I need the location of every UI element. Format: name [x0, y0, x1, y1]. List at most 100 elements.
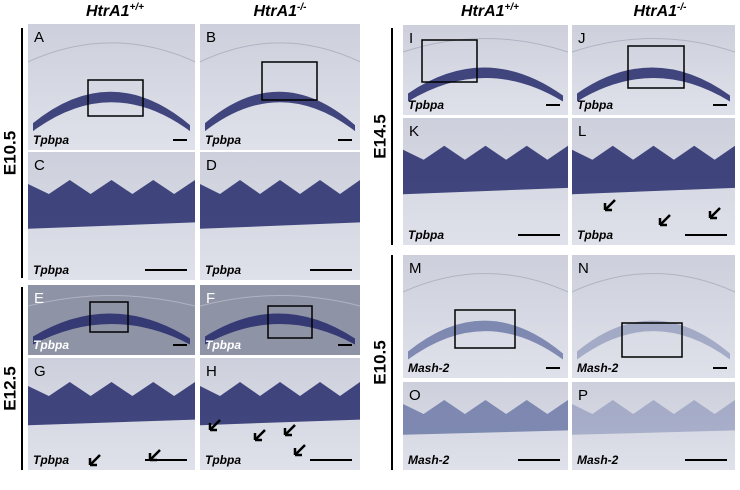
stain-label: Tpbpa [205, 338, 241, 352]
panel-letter: K [409, 123, 419, 140]
tissue-edge [199, 295, 361, 307]
stain-label: Tpbpa [33, 133, 69, 147]
panel: I Tpbpa [402, 25, 569, 115]
panel-image [572, 382, 735, 470]
arrow [208, 419, 221, 432]
stain-label: Tpbpa [33, 338, 69, 352]
inset-box [627, 45, 685, 89]
inset-box [89, 301, 129, 333]
column-header: HtrA1-/- [253, 2, 307, 20]
panel-letter: G [34, 363, 46, 380]
stain-label: Tpbpa [205, 133, 241, 147]
panel-letter: C [34, 157, 45, 174]
panel-letter: I [409, 30, 413, 47]
stained-band [577, 320, 730, 360]
panel-letter: H [206, 363, 217, 380]
panel: E Tpbpa [27, 285, 196, 355]
genotype: -/- [297, 2, 307, 13]
stain-label: Tpbpa [33, 453, 69, 467]
panel-letter: D [206, 157, 217, 174]
tissue-edge [571, 272, 736, 293]
stain-label: Mash-2 [577, 361, 619, 375]
stained-band [33, 91, 190, 132]
inset-box [87, 79, 144, 117]
tissue-edge [27, 295, 196, 307]
panel: B Tpbpa [199, 24, 361, 150]
tissue-edge [27, 42, 196, 63]
tissue-edge [402, 272, 569, 293]
panel: D Tpbpa [200, 152, 360, 280]
row-label: E12.5 [0, 366, 19, 410]
panel-image [28, 24, 195, 150]
stain-label: Tpbpa [577, 98, 613, 112]
panel-letter: M [409, 260, 422, 277]
column-header: HtrA1-/- [633, 2, 687, 20]
genotype: +/+ [505, 2, 520, 13]
panel: F Tpbpa [199, 285, 361, 355]
panel: C Tpbpa [28, 152, 195, 280]
inset-box [454, 309, 516, 349]
stain-label: Mash-2 [408, 361, 450, 375]
stain-label: Tpbpa [577, 228, 613, 242]
stained-band [408, 67, 563, 102]
row-label: E10.5 [0, 131, 19, 175]
panel: O Mash-2 [403, 382, 568, 470]
panel: L Tpbpa [572, 118, 735, 245]
stained-band [408, 320, 563, 360]
row-label: E14.5 [370, 114, 389, 158]
stained-band [572, 145, 735, 195]
gene-name: HtrA1 [253, 3, 297, 20]
panel: M Mash-2 [402, 255, 569, 378]
column-header: HtrA1+/+ [461, 2, 519, 20]
panel-letter: N [578, 260, 589, 277]
tissue-edge [199, 42, 361, 63]
arrow [708, 207, 721, 220]
stained-band [33, 313, 190, 345]
stain-label: Tpbpa [408, 228, 444, 242]
column-header: HtrA1+/+ [86, 2, 144, 20]
stained-band [572, 400, 735, 435]
panel-letter: F [206, 290, 215, 307]
arrow [603, 199, 616, 212]
panel-letter: J [578, 30, 586, 47]
stained-band [205, 91, 355, 132]
panel: A Tpbpa [27, 24, 196, 150]
gene-name: HtrA1 [86, 3, 130, 20]
arrow [253, 429, 266, 442]
gene-name: HtrA1 [633, 3, 677, 20]
stained-band [28, 382, 195, 426]
stained-band [577, 67, 730, 102]
stained-band [403, 400, 568, 435]
stain-label: Mash-2 [408, 453, 450, 467]
inset-box [421, 39, 478, 83]
panel-letter: L [578, 123, 586, 140]
panel: H Tpbpa [200, 358, 360, 470]
stained-band [200, 180, 360, 229]
genotype: -/- [677, 2, 687, 13]
arrow [283, 424, 296, 437]
stain-label: Mash-2 [577, 453, 619, 467]
panel-letter: P [578, 387, 588, 404]
arrow [88, 454, 101, 467]
stain-label: Tpbpa [205, 453, 241, 467]
panel: J Tpbpa [571, 25, 736, 115]
tissue-edge [571, 38, 736, 53]
stained-band [403, 145, 568, 195]
panel-letter: O [409, 387, 421, 404]
arrow [293, 444, 306, 457]
panel: N Mash-2 [571, 255, 736, 378]
panel: G Tpbpa [28, 358, 195, 470]
stain-label: Tpbpa [205, 263, 241, 277]
panel-image [403, 255, 568, 378]
stain-label: Tpbpa [408, 98, 444, 112]
gene-name: HtrA1 [461, 3, 505, 20]
genotype: +/+ [130, 2, 145, 13]
inset-box [621, 322, 683, 358]
panel-letter: B [206, 29, 216, 46]
panel: K Tpbpa [403, 118, 568, 245]
arrow [658, 214, 671, 227]
row-label: E10.5 [370, 340, 389, 384]
stain-label: Tpbpa [33, 263, 69, 277]
stained-band [205, 313, 355, 345]
